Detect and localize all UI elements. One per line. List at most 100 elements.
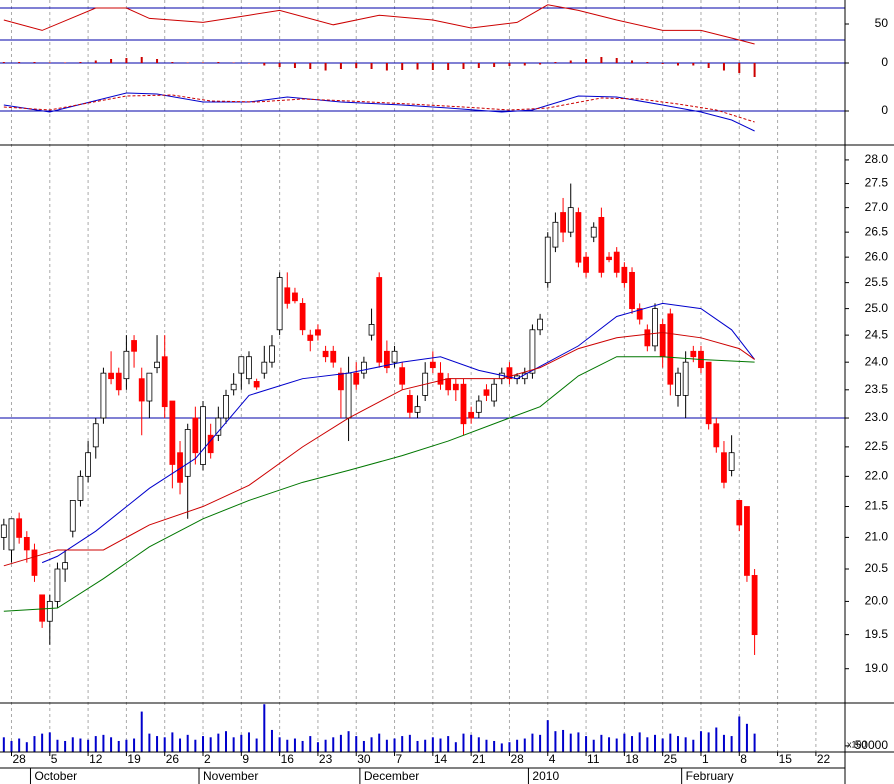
bar xyxy=(646,62,649,63)
bar xyxy=(745,723,748,752)
y-tick-label: 19.5 xyxy=(865,627,889,641)
candle-body xyxy=(445,378,452,391)
bar xyxy=(439,738,442,752)
candle-body xyxy=(261,361,268,374)
bar xyxy=(186,62,189,63)
month-label: November xyxy=(203,769,258,783)
bar xyxy=(715,727,718,752)
bar xyxy=(523,63,526,66)
candle-body xyxy=(659,324,666,358)
x-tick-label: 25 xyxy=(664,752,678,766)
candle-body xyxy=(652,308,658,347)
x-tick-label: 12 xyxy=(89,752,103,766)
y-tick-label: 22.0 xyxy=(865,469,889,483)
bar xyxy=(209,737,212,752)
month-label: 2010 xyxy=(532,769,559,783)
candle-body xyxy=(253,381,260,388)
candle-body xyxy=(598,216,605,273)
bar xyxy=(71,737,74,752)
x-tick-label: 26 xyxy=(166,752,180,766)
bar xyxy=(539,734,542,752)
y-tick-label: 20.0 xyxy=(865,594,889,608)
candle-body xyxy=(192,417,199,454)
bar xyxy=(339,63,342,69)
bar xyxy=(140,57,143,63)
bar xyxy=(278,63,281,67)
x-tick-label: 14 xyxy=(434,752,448,766)
bar xyxy=(79,738,82,752)
bar xyxy=(332,737,335,752)
y-tick-label: 27.0 xyxy=(865,200,889,214)
candle-body xyxy=(69,500,76,532)
bar xyxy=(738,716,741,752)
bar xyxy=(324,63,327,71)
bar xyxy=(224,731,227,752)
bar xyxy=(110,59,113,63)
y-tick-label: 27.5 xyxy=(865,176,889,190)
candle-body xyxy=(429,361,436,369)
candle-body xyxy=(223,395,229,419)
candle-body xyxy=(736,500,743,526)
candle-body xyxy=(406,395,413,413)
bar xyxy=(378,733,381,752)
bar xyxy=(569,733,572,752)
candle-body xyxy=(636,308,643,320)
bar xyxy=(431,737,434,752)
candle-body xyxy=(483,389,490,396)
bar xyxy=(385,739,388,752)
candle-body xyxy=(85,452,92,477)
bar xyxy=(232,737,235,752)
bar xyxy=(554,731,557,752)
candle-body xyxy=(744,506,750,576)
candle-body xyxy=(31,549,38,576)
bar xyxy=(454,742,457,752)
bar xyxy=(661,63,664,64)
bar xyxy=(523,738,526,752)
candle-body xyxy=(376,277,383,363)
unit-label: x100 xyxy=(847,739,867,749)
bar xyxy=(355,736,358,752)
y-tick-label: 23.5 xyxy=(865,382,889,396)
line-series xyxy=(3,92,755,132)
candle-body xyxy=(667,313,674,385)
bar xyxy=(87,739,90,752)
bar xyxy=(247,732,250,752)
x-tick-label: 28 xyxy=(510,752,524,766)
bar xyxy=(179,738,182,752)
bar xyxy=(125,739,128,752)
bar xyxy=(416,63,419,70)
bar xyxy=(661,738,664,752)
bar xyxy=(699,731,702,752)
line-series xyxy=(41,302,755,564)
bar xyxy=(401,63,404,70)
bar xyxy=(508,63,511,66)
x-tick-label: 22 xyxy=(817,752,831,766)
candle-body xyxy=(39,594,46,622)
bar xyxy=(531,733,534,752)
candle-body xyxy=(644,329,651,347)
bar xyxy=(462,733,465,752)
candle-body xyxy=(269,345,275,363)
bar xyxy=(140,711,143,752)
x-tick-label: 30 xyxy=(357,752,371,766)
bar xyxy=(416,740,419,752)
bar xyxy=(232,62,235,63)
line-series xyxy=(3,356,755,612)
x-tick-label: 1 xyxy=(702,752,709,766)
bar xyxy=(722,63,725,71)
candle-body xyxy=(751,575,758,636)
y-tick-label: 23.0 xyxy=(865,410,889,424)
bar xyxy=(10,740,13,752)
y-tick-label: 24.0 xyxy=(865,354,889,368)
bar xyxy=(431,63,434,70)
candle-body xyxy=(292,292,298,302)
candle-body xyxy=(8,518,15,551)
bar xyxy=(676,63,679,66)
bar xyxy=(270,729,273,752)
candle-body xyxy=(246,356,252,380)
bar xyxy=(186,734,189,752)
candle-body xyxy=(46,601,53,622)
candle-body xyxy=(100,372,107,419)
bar xyxy=(477,63,480,68)
candle-body xyxy=(154,361,160,369)
